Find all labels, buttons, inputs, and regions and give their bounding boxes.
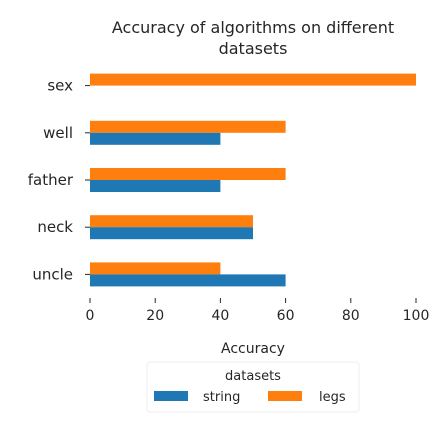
- y-tick-label-father: father: [28, 171, 74, 189]
- chart-title-line-1: Accuracy of algorithms on different: [112, 18, 394, 37]
- legend-swatch-legs: [268, 391, 302, 401]
- legend-box: [146, 361, 360, 413]
- bar-uncle-string: [90, 274, 286, 287]
- bar-sex-legs: [90, 73, 416, 86]
- bar-father-string: [90, 180, 221, 192]
- bar-neck-legs: [90, 215, 253, 228]
- bar-well-string: [90, 132, 221, 145]
- x-tick-label-20: 20: [146, 308, 164, 324]
- x-tick-label-100: 100: [403, 308, 430, 324]
- legend: datasets string legs: [146, 361, 360, 413]
- axes-group: 0 20 40 60 80 100: [86, 298, 430, 324]
- y-tick-label-uncle: uncle: [32, 265, 73, 283]
- bar-father-legs: [90, 168, 286, 180]
- x-axis-label: Accuracy: [221, 341, 285, 357]
- legend-title: datasets: [225, 369, 281, 384]
- bar-uncle-legs: [90, 262, 221, 275]
- bar-well-legs: [90, 120, 286, 133]
- y-tick-label-neck: neck: [37, 218, 73, 236]
- bars-group: sex well father neck uncle: [28, 73, 416, 287]
- legend-swatch-string: [154, 391, 188, 401]
- legend-label-string: string: [203, 390, 240, 405]
- y-tick-label-sex: sex: [47, 77, 73, 95]
- x-tick-label-40: 40: [211, 308, 229, 324]
- x-tick-label-80: 80: [342, 308, 360, 324]
- x-tick-label-0: 0: [86, 308, 95, 324]
- chart-title: Accuracy of algorithms on different data…: [112, 18, 394, 58]
- chart-title-line-2: datasets: [219, 39, 288, 58]
- x-tick-label-60: 60: [277, 308, 295, 324]
- legend-label-legs: legs: [319, 390, 346, 405]
- bar-neck-string: [90, 227, 253, 240]
- y-tick-label-well: well: [43, 124, 73, 142]
